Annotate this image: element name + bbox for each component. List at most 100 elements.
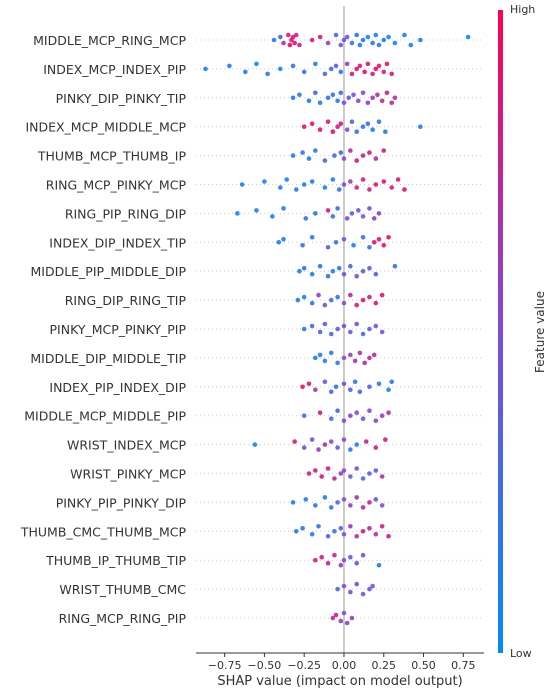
shap-point	[349, 119, 355, 124]
shap-point	[348, 148, 353, 153]
shap-point	[335, 445, 340, 450]
shap-point	[330, 129, 336, 134]
shap-point	[348, 524, 353, 529]
shap-point	[360, 331, 366, 337]
shap-point	[381, 243, 387, 248]
shap-point	[348, 413, 353, 419]
x-tick-label: 0.50	[411, 659, 436, 672]
shap-point	[322, 442, 328, 447]
shap-point	[328, 505, 334, 510]
shap-point	[335, 360, 340, 366]
shap-point	[348, 474, 353, 479]
shap-point	[373, 445, 379, 450]
feature-label: RING_DIP_RING_TIP	[65, 293, 187, 308]
shap-point	[360, 235, 366, 240]
shap-point	[370, 95, 375, 101]
shap-point	[344, 620, 350, 626]
feature-label: PINKY_MCP_PINKY_PIP	[50, 322, 187, 337]
shap-point	[330, 177, 336, 182]
shap-point	[348, 589, 353, 595]
shap-point	[357, 389, 363, 395]
shap-point	[341, 100, 347, 106]
shap-point	[379, 329, 385, 335]
shap-point	[357, 63, 363, 69]
shap-point	[328, 297, 334, 303]
feature-label: THUMB_CMC_THUMB_MCP	[20, 524, 187, 539]
shap-point	[306, 98, 312, 104]
shap-point	[313, 557, 318, 563]
shap-point	[335, 206, 340, 211]
shap-point	[322, 379, 328, 385]
shap-point	[341, 182, 347, 187]
x-axis: −0.75 −0.50 −0.25 0.00 0.25 0.50 0.75	[196, 652, 484, 672]
feature-label: RING_MCP_PINKY_MCP	[46, 178, 187, 193]
shap-point	[373, 32, 379, 38]
shap-point	[322, 302, 328, 308]
x-tick-label: 0.00	[332, 659, 357, 672]
x-tick-label: −0.25	[287, 659, 321, 672]
shap-point	[348, 179, 353, 184]
shap-point	[322, 495, 328, 500]
shap-point	[317, 100, 323, 106]
shap-point	[341, 300, 347, 306]
shap-point	[332, 529, 337, 534]
shap-point	[360, 476, 366, 481]
shap-point	[365, 121, 371, 126]
feature-label: INDEX_PIP_INDEX_DIP	[49, 380, 186, 395]
shap-point	[332, 552, 337, 558]
shap-point	[290, 63, 296, 69]
shap-point	[301, 326, 307, 332]
shap-point	[371, 240, 377, 245]
shap-point	[341, 323, 347, 329]
shap-point	[325, 40, 331, 46]
shap-point	[322, 321, 328, 327]
shap-point	[300, 384, 305, 390]
shap-point	[332, 153, 337, 158]
shap-point	[386, 410, 391, 416]
shap-point	[354, 129, 360, 134]
shap-point	[367, 408, 372, 414]
shap-point	[348, 329, 353, 335]
shap-point	[328, 66, 334, 72]
feature-label: WRIST_PINKY_MCP	[70, 467, 186, 482]
shap-point	[348, 292, 353, 298]
shap-point	[383, 437, 388, 442]
shap-point	[335, 124, 340, 129]
feature-label: INDEX_MCP_INDEX_PIP	[43, 62, 186, 77]
shap-point	[360, 90, 366, 96]
shap-point	[270, 214, 275, 219]
shap-point	[341, 468, 347, 473]
shap-point	[354, 560, 360, 566]
shap-point	[297, 42, 302, 48]
shap-point	[322, 71, 328, 77]
shap-point	[360, 505, 366, 510]
shap-point	[333, 384, 339, 390]
shap-point	[281, 40, 286, 46]
shap-point	[373, 418, 379, 424]
x-tick-label: −0.50	[248, 659, 282, 672]
shap-point	[306, 381, 312, 387]
shap-point	[325, 95, 331, 101]
shap-point	[373, 156, 379, 161]
shap-point	[328, 331, 334, 337]
shap-point	[287, 42, 293, 48]
shap-point	[370, 583, 375, 589]
shap-point	[379, 98, 385, 104]
shap-point	[367, 586, 372, 592]
x-tick-label: −0.75	[208, 659, 242, 672]
shap-point	[336, 265, 342, 271]
shap-point	[309, 532, 315, 537]
shap-point	[373, 66, 379, 72]
shap-point	[301, 69, 307, 75]
shap-point	[360, 177, 366, 182]
shap-point	[303, 216, 309, 221]
shap-point	[292, 439, 297, 444]
shap-point	[330, 615, 336, 621]
shap-point	[328, 350, 334, 356]
shap-point	[367, 150, 372, 155]
shap-point	[309, 300, 315, 306]
colorbar-gradient	[498, 10, 503, 653]
shap-point	[300, 526, 305, 531]
shap-point	[341, 557, 347, 563]
shap-point	[271, 37, 277, 43]
